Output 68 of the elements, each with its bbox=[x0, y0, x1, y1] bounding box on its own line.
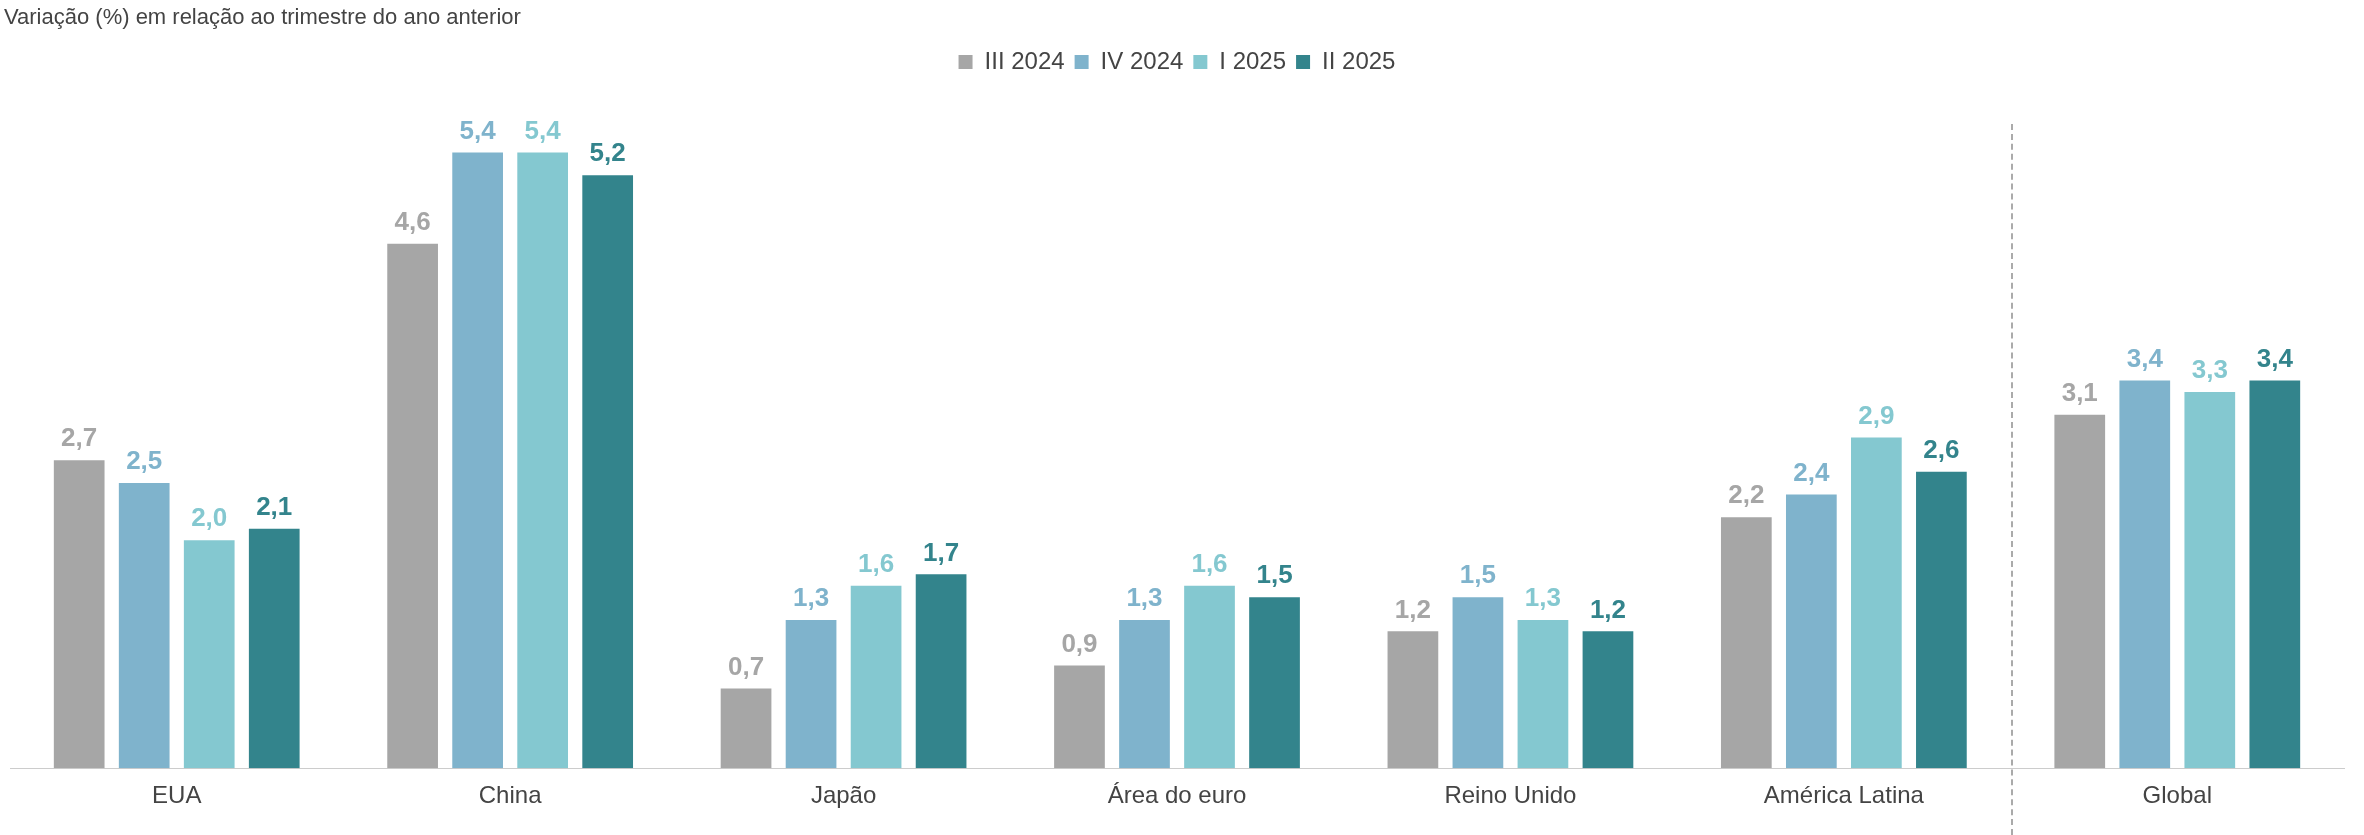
bar bbox=[2054, 414, 2106, 769]
data-label: 1,3 bbox=[1126, 582, 1163, 613]
data-label: 0,7 bbox=[727, 650, 765, 681]
data-label: 1,3 bbox=[792, 582, 830, 613]
data-label: 3,4 bbox=[2126, 342, 2164, 373]
bar bbox=[850, 585, 902, 769]
data-label: 3,4 bbox=[2256, 342, 2294, 373]
bar bbox=[248, 528, 300, 769]
bar bbox=[785, 619, 837, 769]
bar bbox=[1720, 517, 1772, 769]
data-label: 5,4 bbox=[459, 114, 497, 145]
data-label: 1,3 bbox=[1524, 582, 1562, 613]
bar bbox=[118, 483, 170, 769]
data-label: 2,2 bbox=[1728, 479, 1765, 510]
x-tick-label: China bbox=[478, 781, 543, 809]
bar bbox=[1184, 585, 1235, 769]
data-label: 1,7 bbox=[923, 536, 960, 567]
bar bbox=[1054, 665, 1105, 769]
data-label: 2,6 bbox=[1923, 433, 1960, 464]
legend-label: III 2024 bbox=[984, 46, 1065, 74]
bar bbox=[1851, 437, 1902, 769]
x-tick-label: Japão bbox=[810, 781, 877, 809]
bar bbox=[517, 152, 569, 769]
x-tick-label: Área do euro bbox=[1107, 781, 1247, 809]
bar bbox=[1452, 597, 1504, 769]
bar bbox=[183, 540, 235, 769]
bar bbox=[582, 175, 634, 769]
bar bbox=[1582, 631, 1634, 769]
data-label: 2,5 bbox=[126, 445, 163, 476]
bar bbox=[1119, 619, 1170, 769]
data-label: 2,0 bbox=[191, 502, 228, 533]
x-tick-label: Global bbox=[2142, 781, 2212, 809]
data-label: 1,5 bbox=[1459, 559, 1496, 590]
data-label: 2,7 bbox=[61, 422, 98, 453]
bar bbox=[1916, 471, 1967, 769]
data-label: 1,6 bbox=[858, 547, 895, 578]
data-label: 0,9 bbox=[1061, 627, 1098, 658]
data-label: 1,6 bbox=[1191, 547, 1228, 578]
data-label: 3,1 bbox=[2061, 376, 2098, 407]
data-label: 5,4 bbox=[524, 114, 562, 145]
bar bbox=[387, 243, 438, 769]
data-label: 4,6 bbox=[394, 205, 431, 236]
data-label: 1,2 bbox=[1589, 593, 1627, 624]
legend-label: I 2025 bbox=[1219, 46, 1287, 74]
bar bbox=[915, 574, 967, 769]
x-tick-label: América Latina bbox=[1763, 781, 1925, 809]
bar bbox=[2184, 391, 2236, 769]
data-label: 3,3 bbox=[2191, 354, 2228, 385]
bar bbox=[1517, 619, 1569, 769]
data-label: 1,5 bbox=[1256, 559, 1293, 590]
x-tick-label: EUA bbox=[152, 781, 202, 809]
data-label: 5,2 bbox=[589, 137, 626, 168]
bar bbox=[452, 152, 503, 769]
bar bbox=[53, 460, 105, 769]
data-label: 2,4 bbox=[1793, 456, 1830, 487]
bar bbox=[720, 688, 772, 769]
bar bbox=[1249, 597, 1300, 769]
legend-label: IV 2024 bbox=[1100, 46, 1184, 74]
bar bbox=[2249, 380, 2301, 769]
bar bbox=[1785, 494, 1837, 769]
data-label: 2,9 bbox=[1858, 399, 1895, 430]
data-label: 1,2 bbox=[1394, 593, 1431, 624]
chart-title: Variação (%) em relação ao trimestre do ano anterior bbox=[4, 4, 521, 30]
data-label: 2,1 bbox=[256, 490, 293, 521]
x-tick-label: Reino Unido bbox=[1444, 781, 1577, 809]
legend-label: II 2025 bbox=[1322, 46, 1396, 74]
bar bbox=[1387, 631, 1439, 769]
bar bbox=[2119, 380, 2171, 769]
